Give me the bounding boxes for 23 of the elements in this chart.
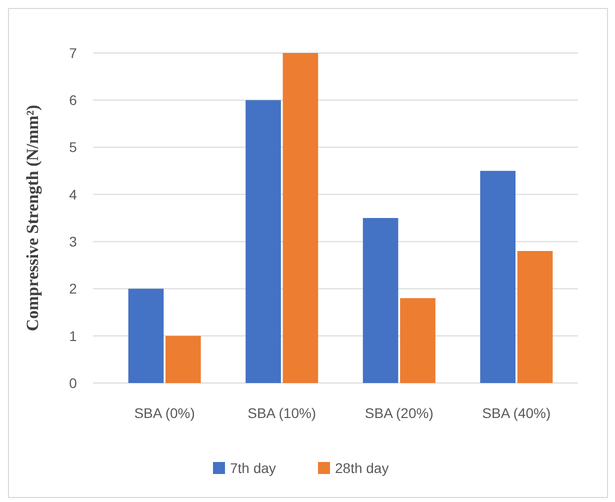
x-tick-label: SBA (10%) bbox=[248, 405, 316, 421]
y-tick-label: 0 bbox=[69, 374, 78, 391]
bar bbox=[282, 53, 318, 383]
bar bbox=[400, 298, 436, 383]
bar bbox=[480, 170, 516, 383]
bar bbox=[246, 100, 281, 383]
bar bbox=[166, 336, 201, 383]
bar bbox=[362, 218, 398, 383]
y-tick-label: 2 bbox=[69, 280, 78, 297]
y-axis-title: Compressive Strength (N/mm²) bbox=[23, 104, 42, 332]
y-tick-label: 6 bbox=[69, 92, 78, 108]
x-tick-label: SBA (40%) bbox=[482, 405, 551, 421]
y-tick-label: 3 bbox=[69, 233, 78, 250]
legend-label: 28th day bbox=[335, 460, 389, 476]
x-tick-label: SBA (20%) bbox=[364, 405, 434, 421]
y-tick-label: 1 bbox=[69, 328, 78, 344]
legend-label: 7th day bbox=[230, 460, 276, 476]
bar bbox=[128, 288, 164, 383]
y-tick-label: 5 bbox=[69, 139, 78, 156]
y-tick-label: 7 bbox=[69, 44, 78, 61]
y-tick-label: 4 bbox=[69, 186, 78, 202]
bar bbox=[517, 251, 553, 383]
x-tick-label: SBA (0%) bbox=[134, 405, 195, 421]
